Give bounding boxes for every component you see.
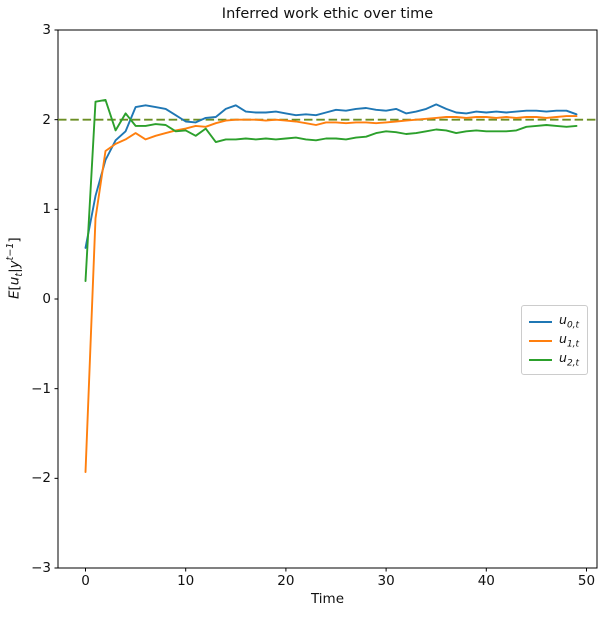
y-tick-label-0: 0 [42, 291, 51, 307]
legend-label-u2: u2,t [559, 350, 580, 369]
series-line-0 [84, 103, 578, 249]
legend-item-u1: u1,t [529, 331, 580, 350]
legend: u0,t u1,t u2,t [521, 305, 588, 375]
chart-title: Inferred work ethic over time [221, 6, 434, 22]
legend-label-u0: u0,t [559, 312, 580, 331]
y-tick-label--1: −1 [31, 380, 51, 397]
series-line-2 [84, 98, 578, 283]
y-tick-label--2: −2 [31, 470, 51, 487]
legend-line-sample-u0 [529, 320, 552, 323]
x-axis-label: Time [310, 591, 345, 607]
x-tick-label-30: 30 [377, 573, 395, 589]
y-tick-label-2: 2 [42, 111, 51, 128]
x-tick-label-50: 50 [577, 573, 596, 589]
x-tick-label-20: 20 [277, 573, 295, 589]
series-line-1 [84, 115, 578, 474]
x-tick-label-40: 40 [477, 573, 495, 589]
legend-label-u1: u1,t [559, 331, 580, 350]
x-tick-label-10: 10 [177, 573, 195, 589]
legend-item-u2: u2,t [529, 350, 580, 369]
x-tick-label-0: 0 [81, 573, 90, 589]
y-tick-label-3: 3 [42, 21, 51, 38]
legend-item-u0: u0,t [529, 312, 580, 331]
y-tick-label-1: 1 [42, 201, 51, 218]
y-tick-label--3: −3 [31, 560, 51, 576]
legend-line-sample-u1 [529, 339, 552, 342]
legend-line-sample-u2 [529, 358, 552, 361]
